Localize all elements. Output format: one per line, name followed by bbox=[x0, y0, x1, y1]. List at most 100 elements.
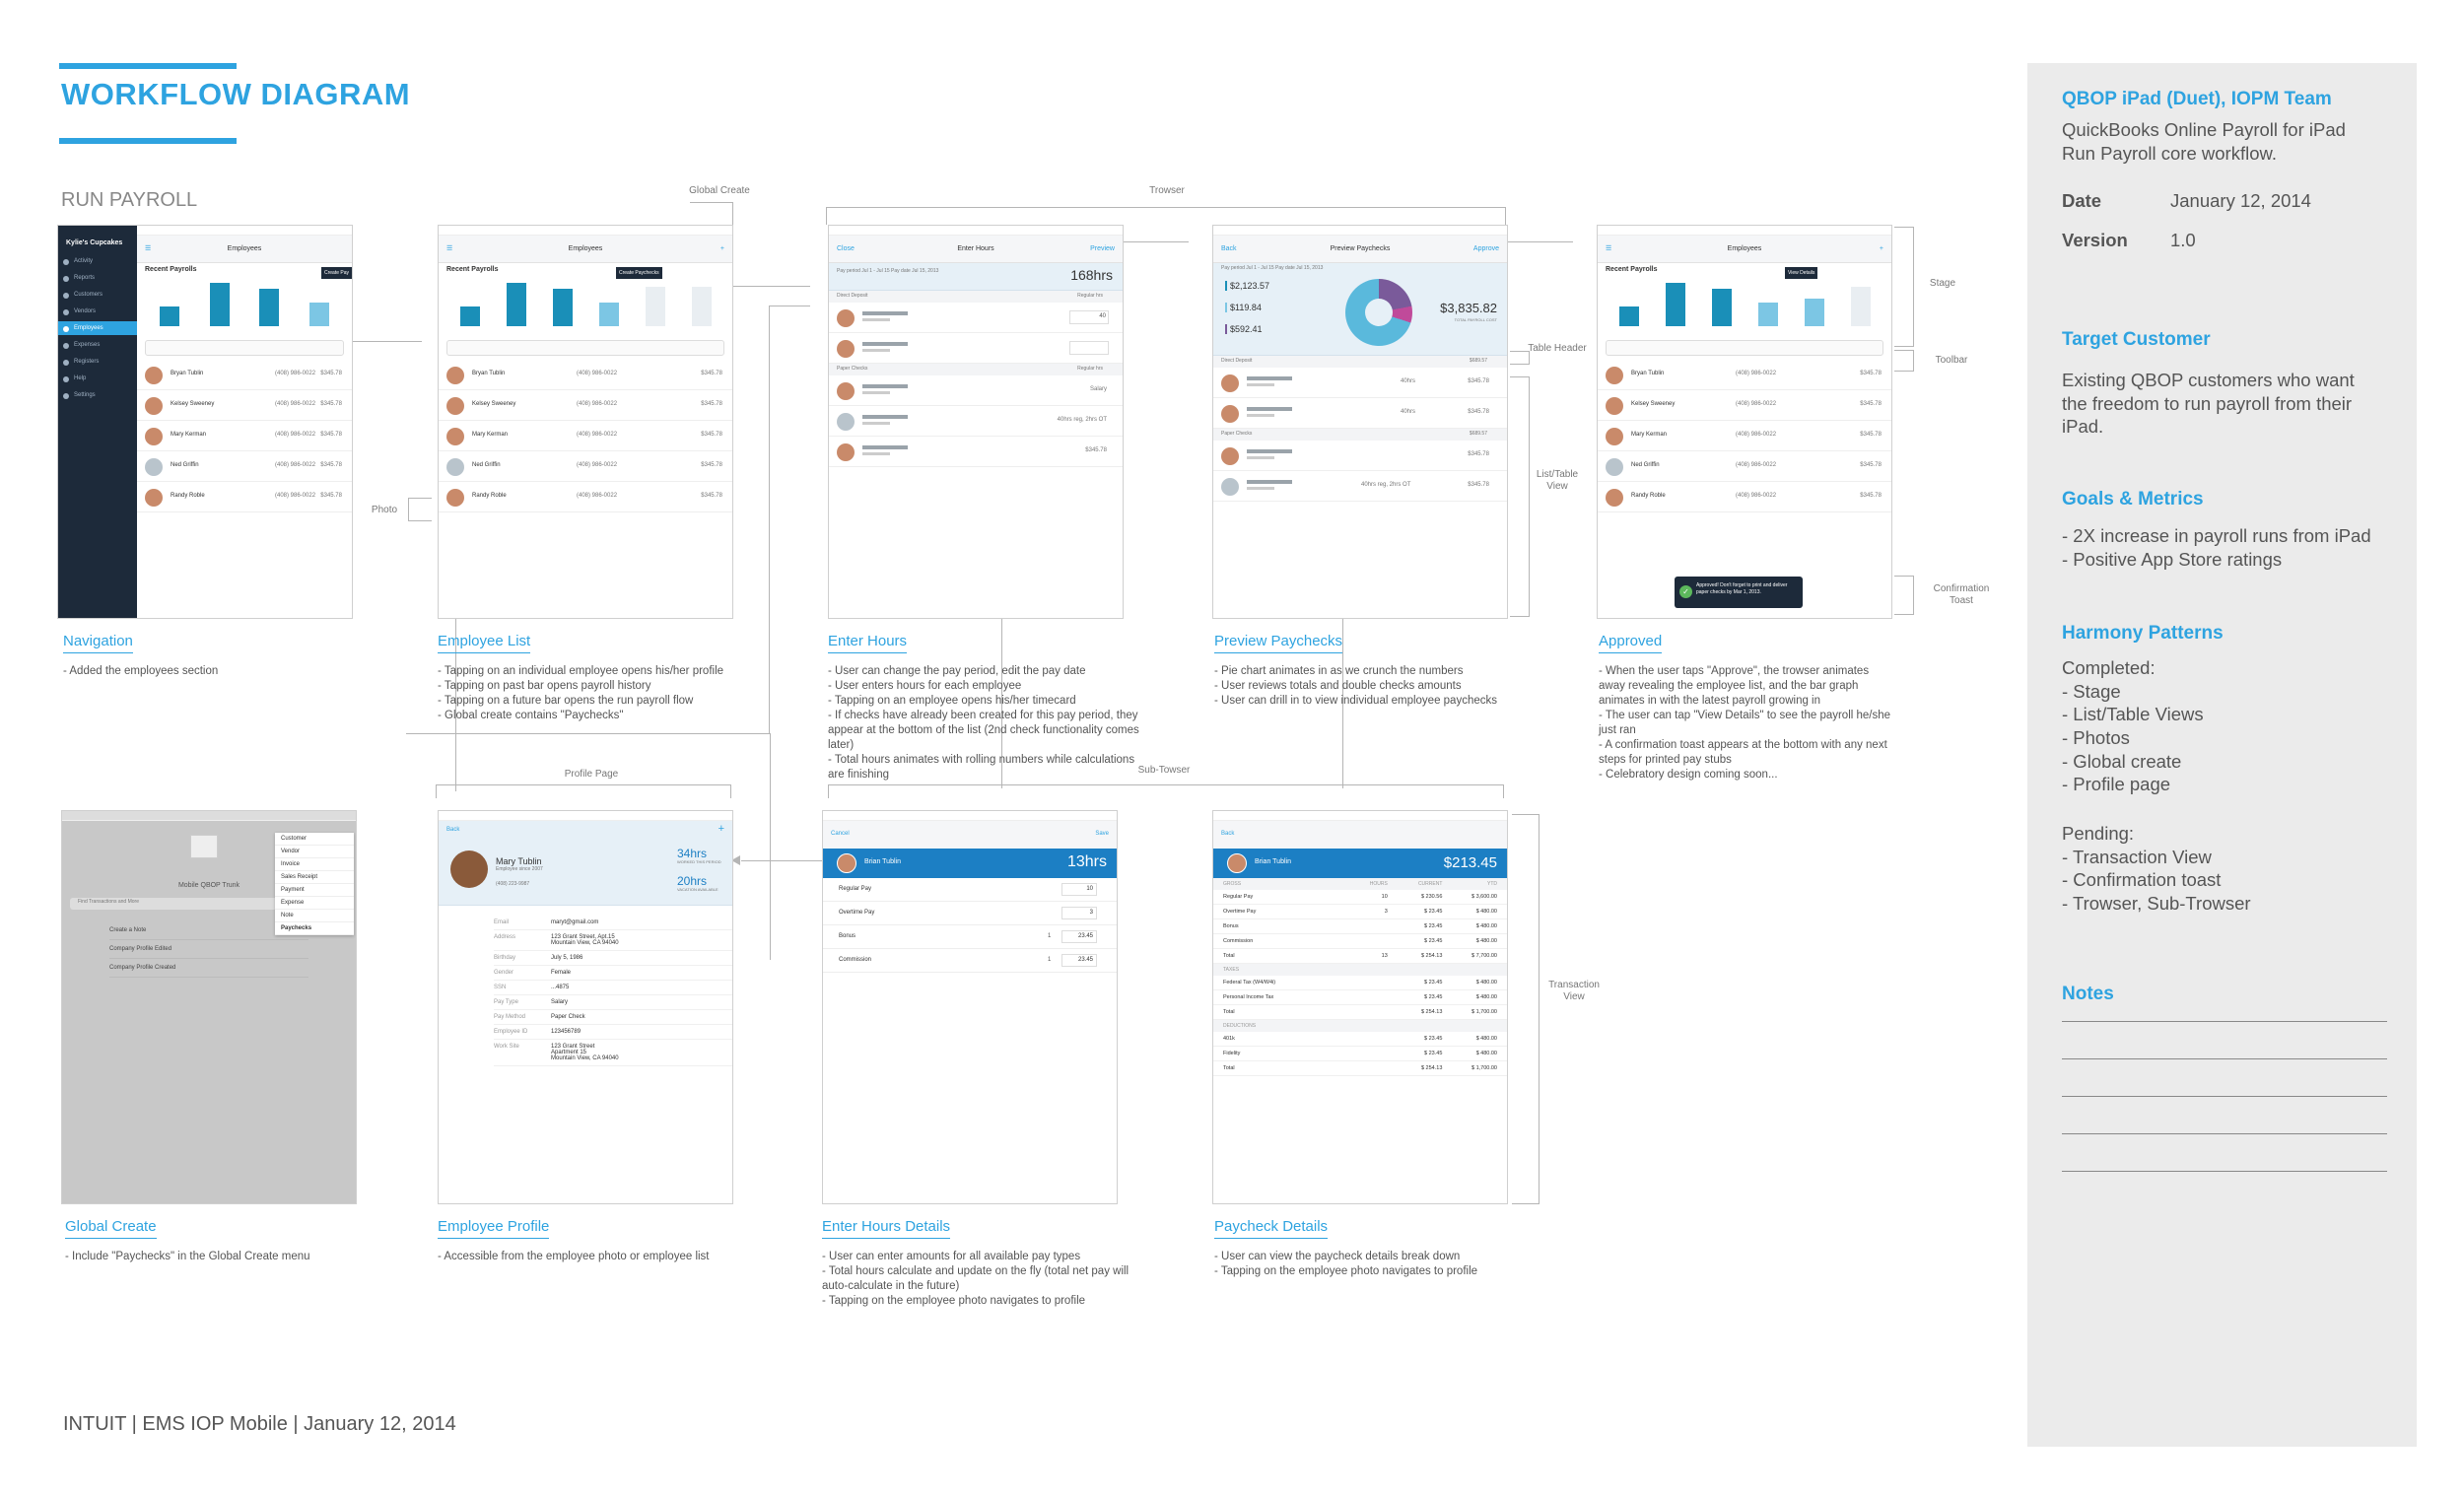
list-item[interactable]: Salary bbox=[829, 375, 1123, 406]
table-row[interactable]: Randy Roble (408) 986-0022 $345.78 bbox=[439, 482, 732, 513]
menu-item[interactable]: Paychecks bbox=[275, 922, 354, 935]
avatar[interactable] bbox=[1221, 477, 1239, 496]
pay-line[interactable]: Regular Pay 10 bbox=[823, 878, 1117, 902]
avatar[interactable] bbox=[1606, 489, 1623, 508]
avatar[interactable] bbox=[145, 367, 163, 385]
nav-item[interactable]: Activity bbox=[58, 254, 137, 268]
activity-item[interactable]: Company Profile Edited bbox=[109, 940, 308, 959]
avatar[interactable] bbox=[1221, 374, 1239, 392]
create-pay-button[interactable]: Create Pay bbox=[320, 267, 352, 280]
confirmation-toast[interactable]: ✓ Approved! Don't forget to print and de… bbox=[1675, 577, 1803, 608]
avatar[interactable] bbox=[145, 428, 163, 446]
table-row[interactable]: Mary Kerman (408) 986-0022 $345.78 bbox=[439, 421, 732, 452]
payroll-bar[interactable] bbox=[552, 289, 573, 327]
payroll-bar[interactable] bbox=[160, 306, 180, 327]
list-item[interactable]: 40hrs $345.78 bbox=[1213, 368, 1507, 398]
nav-item[interactable]: Settings bbox=[58, 388, 137, 402]
recent-payrolls-chart[interactable]: Create Paychecks bbox=[439, 267, 732, 336]
payroll-bar[interactable] bbox=[1618, 306, 1639, 327]
avatar[interactable] bbox=[837, 381, 855, 400]
table-row[interactable]: Ned Griffin (408) 986-0022 $345.78 bbox=[137, 451, 352, 483]
table-row[interactable]: Bryan Tublin (408) 986-0022 $345.78 bbox=[439, 360, 732, 391]
back-button[interactable]: Back bbox=[1221, 831, 1235, 837]
avatar[interactable] bbox=[1606, 428, 1623, 446]
close-button[interactable]: Close bbox=[837, 245, 855, 252]
plus-icon[interactable]: + bbox=[719, 245, 724, 252]
avatar[interactable] bbox=[837, 853, 856, 873]
avatar[interactable] bbox=[1606, 458, 1623, 477]
table-row[interactable]: Ned Griffin (408) 986-0022 $345.78 bbox=[1598, 451, 1891, 483]
future-bar[interactable] bbox=[645, 287, 665, 327]
avatar[interactable] bbox=[1221, 446, 1239, 465]
hours-input[interactable]: 40 bbox=[1069, 309, 1109, 324]
list-item[interactable]: $345.78 bbox=[1213, 441, 1507, 471]
view-details-button[interactable]: View Details bbox=[1785, 267, 1818, 280]
amount-input[interactable]: 23.45 bbox=[1061, 954, 1097, 967]
payroll-bar[interactable] bbox=[598, 303, 619, 327]
amount-input[interactable]: 3 bbox=[1061, 907, 1097, 919]
menu-item[interactable]: Vendor bbox=[275, 846, 354, 858]
save-button[interactable]: Save bbox=[1095, 831, 1109, 837]
avatar[interactable] bbox=[1606, 397, 1623, 416]
activity-item[interactable]: Company Profile Created bbox=[109, 959, 308, 978]
pay-period[interactable]: Pay period Jul 1 - Jul 15 Pay date Jul 1… bbox=[1221, 265, 1324, 271]
menu-item[interactable]: Customer bbox=[275, 833, 354, 846]
avatar[interactable] bbox=[145, 489, 163, 508]
back-button[interactable]: Back bbox=[1221, 245, 1237, 252]
recent-payrolls-chart[interactable]: View Details bbox=[1598, 267, 1891, 336]
list-item[interactable]: 40hrs reg, 2hrs OT bbox=[829, 406, 1123, 437]
payroll-bar[interactable] bbox=[506, 283, 526, 327]
avatar[interactable] bbox=[450, 850, 488, 888]
list-item[interactable]: $345.78 bbox=[829, 437, 1123, 467]
avatar[interactable] bbox=[1221, 404, 1239, 423]
pay-line[interactable]: Commission 1 23.45 bbox=[823, 949, 1117, 973]
plus-icon[interactable]: + bbox=[1879, 245, 1883, 252]
avatar[interactable] bbox=[837, 339, 855, 358]
avatar[interactable] bbox=[1227, 853, 1247, 873]
payroll-bar[interactable] bbox=[459, 306, 480, 327]
future-bar[interactable] bbox=[1850, 287, 1871, 327]
recent-payrolls-chart[interactable]: Create Pay bbox=[137, 267, 352, 336]
avatar[interactable] bbox=[446, 428, 464, 446]
nav-item[interactable]: Help bbox=[58, 372, 137, 385]
employee-phone[interactable]: (408) 223-9987 bbox=[496, 881, 530, 887]
table-row[interactable]: Kelsey Sweeney (408) 986-0022 $345.78 bbox=[439, 390, 732, 422]
pay-period[interactable]: Pay period Jul 1 - Jul 15 Pay date Jul 1… bbox=[837, 268, 939, 274]
table-row[interactable]: Randy Roble (408) 986-0022 $345.78 bbox=[1598, 482, 1891, 513]
activity-item[interactable]: Create a Note bbox=[109, 921, 308, 940]
hours-input[interactable] bbox=[1069, 340, 1109, 355]
hamburger-icon[interactable]: ☰ bbox=[145, 245, 152, 252]
pay-line[interactable]: Bonus 1 23.45 bbox=[823, 925, 1117, 949]
avatar[interactable] bbox=[145, 397, 163, 416]
table-row[interactable]: Mary Kerman (408) 986-0022 $345.78 bbox=[137, 421, 352, 452]
table-row[interactable]: Mary Kerman (408) 986-0022 $345.78 bbox=[1598, 421, 1891, 452]
nav-item[interactable]: Customers bbox=[58, 288, 137, 302]
avatar[interactable] bbox=[837, 442, 855, 461]
payroll-bar[interactable] bbox=[1757, 303, 1778, 327]
table-row[interactable]: Bryan Tublin (408) 986-0022 $345.78 bbox=[1598, 360, 1891, 391]
search-input[interactable] bbox=[145, 340, 344, 357]
nav-item[interactable]: Registers bbox=[58, 355, 137, 369]
payroll-bar[interactable] bbox=[259, 289, 280, 327]
approve-button[interactable]: Approve bbox=[1472, 245, 1499, 252]
search-input[interactable] bbox=[446, 340, 724, 357]
search-input[interactable] bbox=[1606, 340, 1883, 357]
list-item[interactable] bbox=[829, 333, 1123, 364]
payroll-bar[interactable] bbox=[308, 303, 329, 327]
avatar[interactable] bbox=[837, 308, 855, 327]
payroll-bar[interactable] bbox=[1665, 283, 1685, 327]
table-row[interactable]: Kelsey Sweeney (408) 986-0022 $345.78 bbox=[1598, 390, 1891, 422]
pay-period-header[interactable]: Pay period Jul 1 - Jul 15 Pay date Jul 1… bbox=[829, 263, 1123, 291]
menu-item[interactable]: Expense bbox=[275, 897, 354, 910]
menu-item[interactable]: Payment bbox=[275, 884, 354, 897]
avatar[interactable] bbox=[837, 412, 855, 431]
list-item[interactable]: 40hrs $345.78 bbox=[1213, 398, 1507, 429]
menu-item[interactable]: Note bbox=[275, 910, 354, 922]
payroll-bar[interactable] bbox=[1804, 299, 1824, 327]
avatar[interactable] bbox=[446, 397, 464, 416]
table-row[interactable]: Bryan Tublin (408) 986-0022 $345.78 bbox=[137, 360, 352, 391]
table-row[interactable]: Randy Roble (408) 986-0022 $345.78 bbox=[137, 482, 352, 513]
cancel-button[interactable]: Cancel bbox=[831, 831, 850, 837]
list-item[interactable]: 40 bbox=[829, 303, 1123, 333]
nav-item[interactable]: Expenses bbox=[58, 338, 137, 352]
